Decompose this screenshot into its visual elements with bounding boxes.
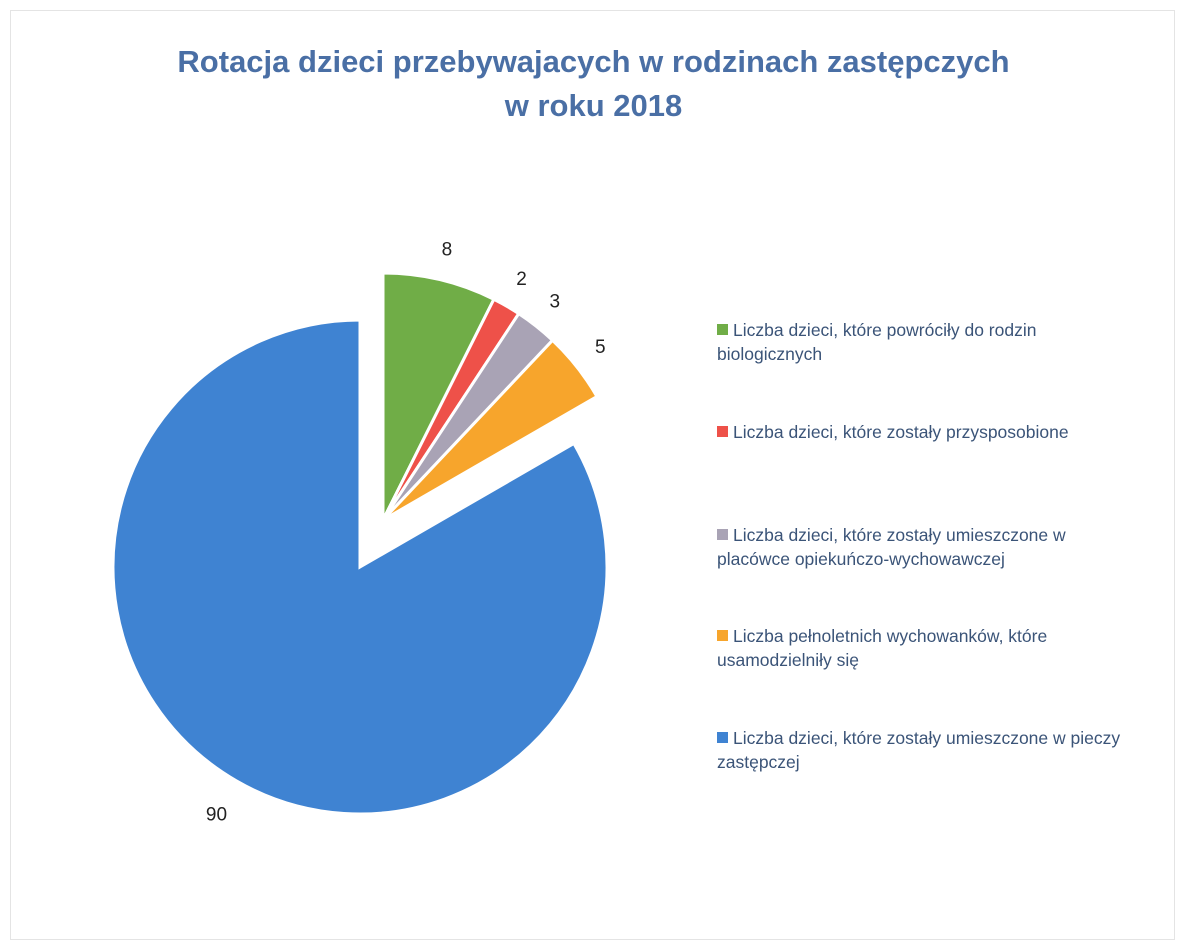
legend-label: Liczba dzieci, które zostały przysposobi…: [733, 422, 1069, 442]
pie-slice: [381, 271, 496, 521]
data-label: 5: [595, 337, 606, 358]
legend-label: Liczba dzieci, które zostały umieszczone…: [717, 728, 1121, 772]
chart-title: Rotacja dzieci przebywajacych w rodzinac…: [177, 44, 1010, 123]
data-label: 3: [550, 292, 561, 313]
legend-item: Liczba pełnoletnich wychowanków, które u…: [717, 624, 1137, 672]
legend-swatch: [717, 529, 728, 540]
pie-slice: [381, 338, 599, 522]
legend-swatch: [717, 426, 728, 437]
legend-item: Liczba dzieci, które powróciły do rodzin…: [717, 318, 1137, 366]
legend-item: Liczba dzieci, które zostały umieszczone…: [717, 726, 1137, 774]
data-label: 2: [516, 269, 527, 290]
legend-label: Liczba dzieci, które powróciły do rodzin…: [717, 320, 1037, 364]
chart-frame: [10, 10, 1175, 940]
legend-swatch: [717, 324, 728, 335]
legend-swatch: [717, 630, 728, 641]
legend-swatch: [717, 732, 728, 743]
data-label: 90: [206, 805, 227, 826]
legend-label: Liczba dzieci, które zostały umieszczone…: [717, 525, 1066, 569]
legend-item: Liczba dzieci, które zostały umieszczone…: [717, 523, 1137, 571]
data-label: 8: [442, 239, 453, 260]
pie-slice: [111, 318, 609, 816]
legend-item: Liczba dzieci, które zostały przysposobi…: [717, 420, 1137, 444]
legend-label: Liczba pełnoletnich wychowanków, które u…: [717, 626, 1048, 670]
